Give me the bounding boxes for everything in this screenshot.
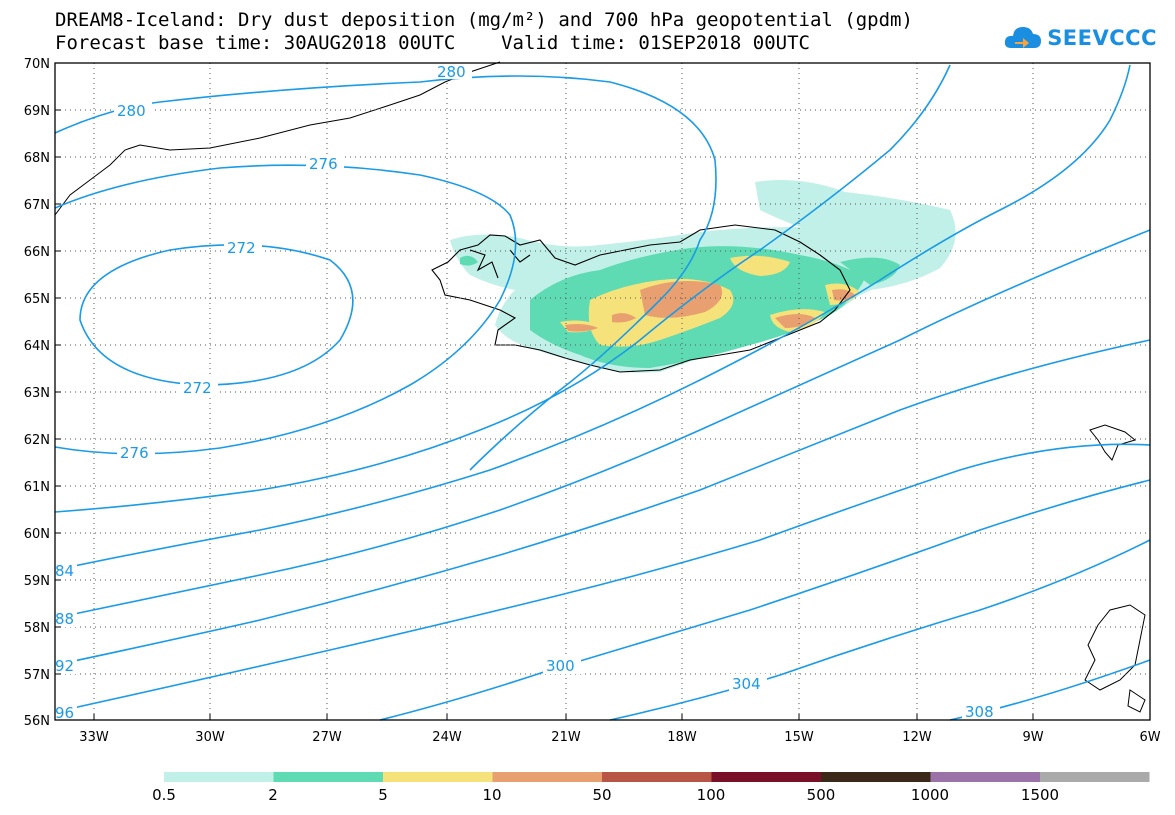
contour-label: 308: [965, 703, 994, 721]
map-title: DREAM8-Iceland: Dry dust deposition (mg/…: [55, 9, 913, 31]
legend-label: 0.5: [152, 786, 176, 804]
legend-label: 50: [592, 786, 611, 804]
contour-label: 300: [546, 657, 575, 675]
lat-label: 57N: [24, 668, 50, 683]
legend-swatch: [492, 772, 602, 782]
lon-label: 27W: [312, 730, 342, 745]
legend-label: 10: [482, 786, 501, 804]
legend-label: 500: [807, 786, 836, 804]
lon-label: 33W: [79, 730, 109, 745]
dust-shading: [450, 179, 956, 373]
lon-label: 12W: [902, 730, 932, 745]
lat-label: 56N: [24, 714, 50, 729]
seevccc-logo: SEEVCCC: [1003, 20, 1157, 56]
legend-swatch: [821, 772, 931, 782]
lat-label: 70N: [24, 57, 50, 72]
lat-label: 69N: [24, 104, 50, 119]
legend-swatch: [930, 772, 1040, 782]
color-legend: [164, 772, 1150, 782]
lat-label: 68N: [24, 151, 50, 166]
contour-label: 92: [55, 657, 74, 675]
contour-label: 88: [55, 610, 74, 628]
contour-label: 276: [309, 155, 338, 173]
lon-label: 9W: [1022, 730, 1043, 745]
contour-label: 276: [120, 444, 149, 462]
legend-swatch: [711, 772, 821, 782]
lat-axis: [55, 62, 61, 675]
lat-label: 65N: [24, 292, 50, 307]
lon-label: 21W: [551, 730, 581, 745]
legend-labels: 0.5 2 5 10 50 100 500 1000 1500: [152, 786, 1059, 804]
lat-label: 63N: [24, 386, 50, 401]
legend-label: 1000: [911, 786, 949, 804]
lon-label: 18W: [667, 730, 697, 745]
contour-label: 280: [437, 63, 466, 81]
lon-label: 24W: [432, 730, 462, 745]
lat-label: 66N: [24, 245, 50, 260]
contour-labels: 280 280 276 272 272 276 84 88 92 96 300 …: [55, 63, 1000, 722]
lat-label: 67N: [24, 198, 50, 213]
contour-label: 304: [732, 675, 761, 693]
lat-label: 60N: [24, 527, 50, 542]
contour-label: 280: [117, 102, 146, 120]
legend-label: 100: [697, 786, 726, 804]
contour-label: 272: [183, 379, 212, 397]
lon-labels: 33W 30W 27W 24W 21W 18W 15W 12W 9W 6W: [79, 730, 1160, 745]
geopotential-contours: [54, 64, 1151, 721]
map-subtitle: Forecast base time: 30AUG2018 00UTC Vali…: [55, 32, 810, 54]
lat-label: 64N: [24, 339, 50, 354]
lon-label: 30W: [195, 730, 225, 745]
iceland-coastline: [431, 224, 851, 373]
contour-label: 272: [227, 239, 256, 257]
contour-label: 96: [55, 704, 74, 722]
lat-label: 61N: [24, 480, 50, 495]
lat-label: 62N: [24, 433, 50, 448]
legend-label: 5: [378, 786, 388, 804]
lon-axis: [93, 714, 1034, 720]
legend-swatch: [273, 772, 383, 782]
lon-label: 15W: [784, 730, 814, 745]
logo-text: SEEVCCC: [1047, 26, 1157, 50]
lon-label: 6W: [1139, 730, 1160, 745]
legend-label: 1500: [1021, 786, 1059, 804]
lat-labels: 70N 69N 68N 67N 66N 65N 64N 63N 62N 61N …: [24, 57, 50, 729]
norway-coastline: [1084, 424, 1146, 713]
cloud-icon: [1005, 27, 1042, 48]
legend-label: 2: [268, 786, 278, 804]
legend-swatch: [164, 772, 274, 782]
greenland-coastline: [54, 61, 501, 216]
lat-label: 58N: [24, 621, 50, 636]
lat-label: 59N: [24, 574, 50, 589]
legend-swatch: [602, 772, 712, 782]
legend-swatch: [383, 772, 493, 782]
contour-label: 84: [55, 562, 74, 580]
legend-swatch: [1040, 772, 1150, 782]
graticule: [55, 63, 1150, 720]
